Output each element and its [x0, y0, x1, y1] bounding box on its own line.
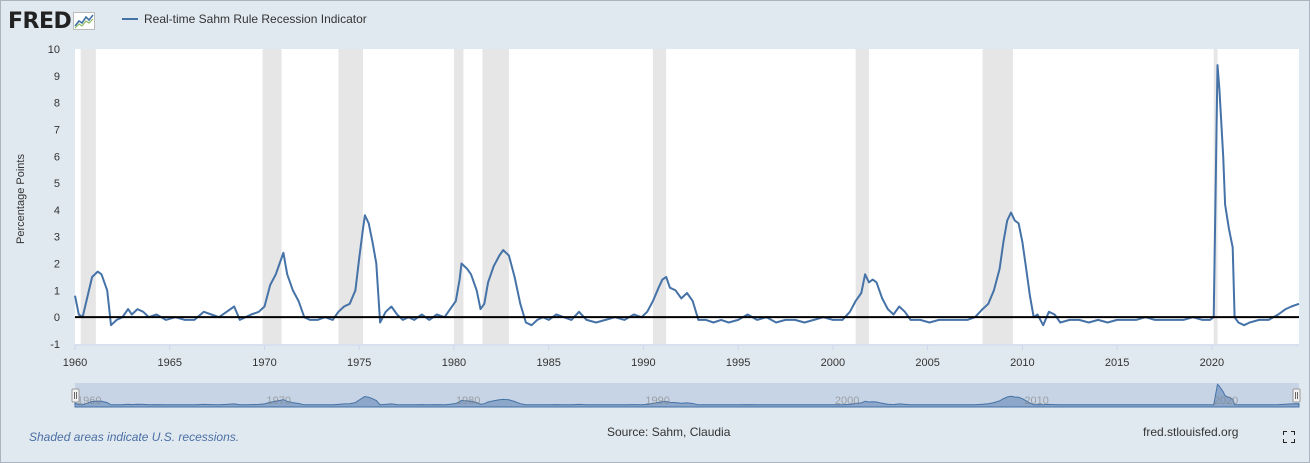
x-tick-label: 1970 — [252, 357, 276, 369]
plot-area — [75, 49, 1299, 344]
navigator-tick-label: 2000 — [835, 395, 859, 407]
x-tick-label: 1985 — [536, 357, 560, 369]
fred-logo-text: FRED — [8, 8, 72, 34]
x-tick-label: 1975 — [347, 357, 371, 369]
x-tick-label: 1990 — [631, 357, 655, 369]
recession-band — [482, 49, 509, 344]
recession-band — [453, 49, 464, 344]
y-tick-label: -1 — [50, 339, 60, 351]
y-tick-label: 0 — [54, 312, 60, 324]
fred-logo[interactable]: FRED — [8, 8, 96, 34]
x-tick-label: 1960 — [63, 357, 87, 369]
y-tick-label: 3 — [54, 232, 60, 244]
x-tick-label: 1965 — [157, 357, 181, 369]
navigator[interactable]: 1960 1970 1980 1990 2000 2010 2020 — [71, 383, 1301, 408]
navigator-tick-label: 1990 — [645, 395, 669, 407]
fred-chart-icon — [73, 12, 96, 30]
y-tick-label: 7 — [54, 124, 60, 136]
legend-label: Real-time Sahm Rule Recession Indicator — [144, 12, 367, 26]
navigator-handle-right[interactable] — [1292, 388, 1301, 403]
recession-band — [855, 49, 869, 344]
y-tick-label: 1 — [54, 285, 60, 297]
fred-url-link[interactable]: fred.stlouisfed.org — [1143, 425, 1239, 439]
x-tick-label: 2020 — [1200, 357, 1224, 369]
x-tick-label: 2010 — [1010, 357, 1034, 369]
navigator-area — [74, 383, 1300, 408]
y-tick-label: 6 — [54, 151, 60, 163]
navigator-handle-left[interactable] — [71, 388, 80, 403]
y-tick-label: 4 — [54, 205, 60, 217]
navigator-tick-label: 1980 — [456, 395, 480, 407]
source-text: Source: Sahm, Claudia — [607, 425, 731, 439]
x-tick-label: 2005 — [915, 357, 939, 369]
y-tick-label: 5 — [54, 178, 60, 190]
navigator-tick-label: 1960 — [77, 395, 101, 407]
legend-swatch — [122, 18, 138, 20]
recession-band — [982, 49, 1013, 344]
fullscreen-icon[interactable] — [1283, 431, 1295, 443]
x-axis: 1960 1965 1970 1975 1980 1985 1990 1995 2000 2005… — [63, 344, 1299, 369]
navigator-tick-label: 2010 — [1024, 395, 1048, 407]
x-tick-label: 1995 — [726, 357, 750, 369]
plot-background — [75, 49, 1299, 344]
recession-band — [80, 49, 96, 344]
x-tick-label: 2015 — [1105, 357, 1129, 369]
y-axis-label: Percentage Points — [15, 154, 27, 244]
recession-band — [338, 49, 363, 344]
y-tick-label: 8 — [54, 98, 60, 110]
recession-band — [652, 49, 667, 344]
navigator-tick-label: 2020 — [1214, 395, 1238, 407]
series-layer[interactable] — [74, 64, 1300, 327]
y-tick-label: 9 — [54, 71, 60, 83]
x-tick-label: 1980 — [442, 357, 466, 369]
handle-body[interactable] — [1292, 388, 1301, 403]
recession-note: Shaded areas indicate U.S. recessions. — [29, 430, 240, 444]
chart-legend[interactable]: Real-time Sahm Rule Recession Indicator — [122, 12, 367, 26]
y-axis: -1 0 1 2 3 4 5 6 7 8 9 10 — [48, 44, 60, 351]
y-tick-label: 2 — [54, 259, 60, 271]
y-tick-label: 10 — [48, 44, 60, 56]
recession-shading — [80, 49, 1218, 344]
x-tick-label: 2000 — [821, 357, 845, 369]
series-line[interactable] — [74, 64, 1300, 327]
handle-body[interactable] — [71, 388, 80, 403]
navigator-tick-label: 1970 — [266, 395, 290, 407]
